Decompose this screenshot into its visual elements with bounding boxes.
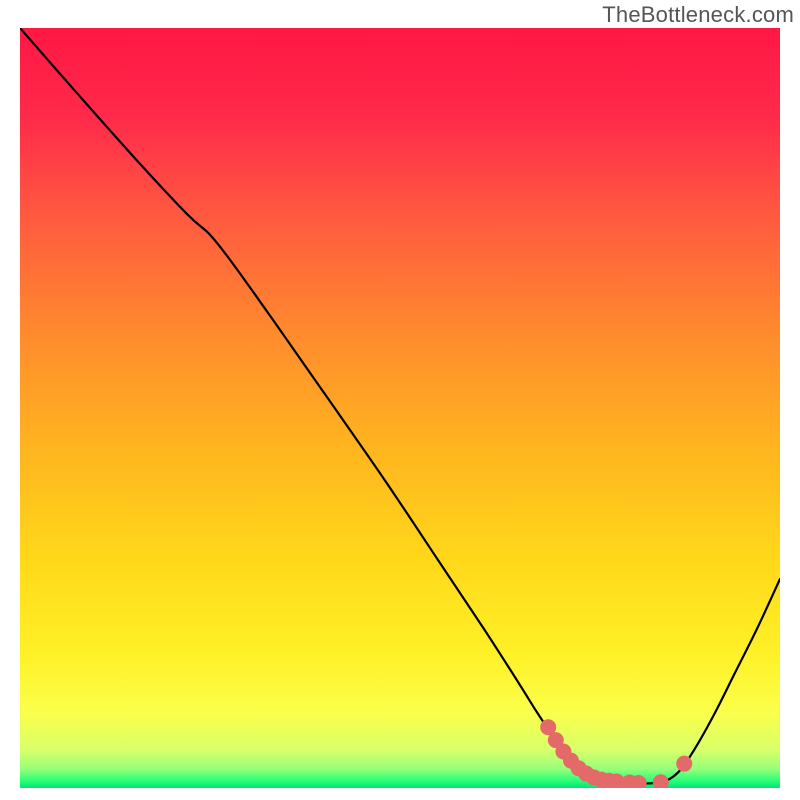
- chart-container: TheBottleneck.com: [0, 0, 800, 800]
- plot-area: [20, 28, 780, 788]
- watermark-text: TheBottleneck.com: [602, 2, 794, 28]
- chart-svg: [20, 28, 780, 788]
- chart-background: [20, 28, 780, 788]
- marker-point: [676, 756, 692, 772]
